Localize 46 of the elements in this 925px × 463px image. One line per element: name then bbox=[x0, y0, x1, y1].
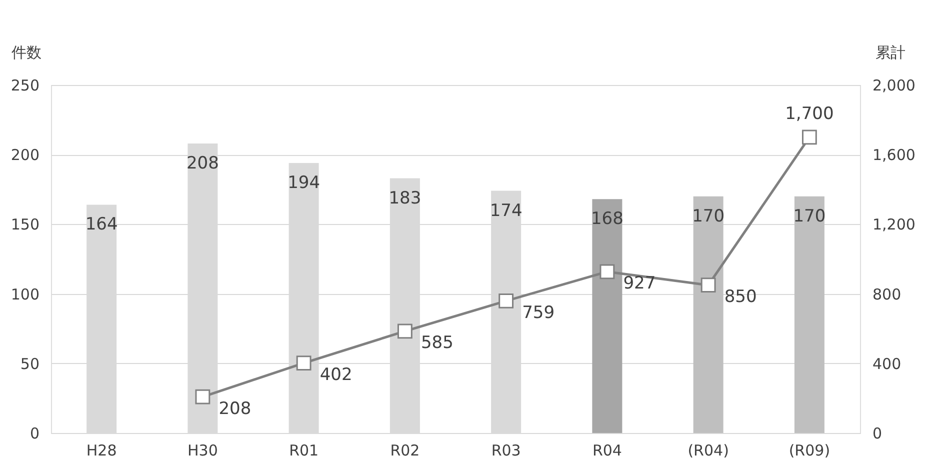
bar bbox=[794, 196, 824, 433]
x-tick-label: R03 bbox=[491, 442, 521, 460]
data-label: 1,700 bbox=[785, 104, 834, 124]
bar bbox=[592, 199, 622, 433]
data-label: 170 bbox=[692, 206, 725, 226]
y-tick-label: 100 bbox=[10, 285, 40, 304]
data-label: 850 bbox=[724, 287, 757, 308]
point bbox=[498, 293, 514, 308]
y2-tick-label: 2,000 bbox=[872, 76, 916, 94]
data-label: 194 bbox=[288, 172, 320, 193]
point bbox=[397, 324, 412, 339]
data-label: 585 bbox=[420, 333, 454, 354]
point bbox=[296, 356, 312, 371]
bar bbox=[693, 196, 724, 433]
y2-axis-title: 累計 bbox=[876, 44, 906, 62]
x-tick-label: H30 bbox=[188, 442, 218, 460]
x-tick-label: H28 bbox=[86, 442, 117, 460]
y2-tick-label: 800 bbox=[872, 285, 902, 304]
data-label: 208 bbox=[218, 398, 252, 419]
x-tick-label: R04 bbox=[592, 442, 622, 460]
data-label: 759 bbox=[522, 302, 555, 323]
y2-tick-label: 1,600 bbox=[872, 146, 916, 164]
y-axis-title: 件数 bbox=[12, 44, 42, 62]
point bbox=[600, 264, 615, 280]
x-tick-label: (R04) bbox=[688, 442, 729, 460]
point bbox=[195, 389, 210, 404]
y2-tick-label: 1,200 bbox=[872, 216, 916, 234]
x-tick-label: (R09) bbox=[788, 442, 830, 460]
x-tick-label: R02 bbox=[390, 442, 420, 460]
y-tick-label: 200 bbox=[10, 146, 40, 164]
y-tick-label: 50 bbox=[20, 354, 40, 373]
data-label: 164 bbox=[85, 214, 118, 235]
data-label: 183 bbox=[388, 188, 422, 208]
x-tick-label: R01 bbox=[289, 442, 319, 460]
data-label: 927 bbox=[623, 274, 656, 294]
point bbox=[700, 278, 716, 293]
y-tick-label: 150 bbox=[10, 216, 40, 234]
y2-tick-label: 0 bbox=[872, 424, 882, 442]
data-label: 174 bbox=[490, 200, 522, 221]
data-label: 402 bbox=[320, 365, 352, 386]
y-tick-label: 250 bbox=[10, 76, 40, 94]
data-label: 208 bbox=[186, 153, 219, 174]
data-label: 170 bbox=[793, 206, 826, 226]
y2-tick-label: 400 bbox=[872, 354, 902, 373]
data-label: 168 bbox=[590, 209, 624, 230]
y-tick-label: 0 bbox=[30, 424, 40, 442]
